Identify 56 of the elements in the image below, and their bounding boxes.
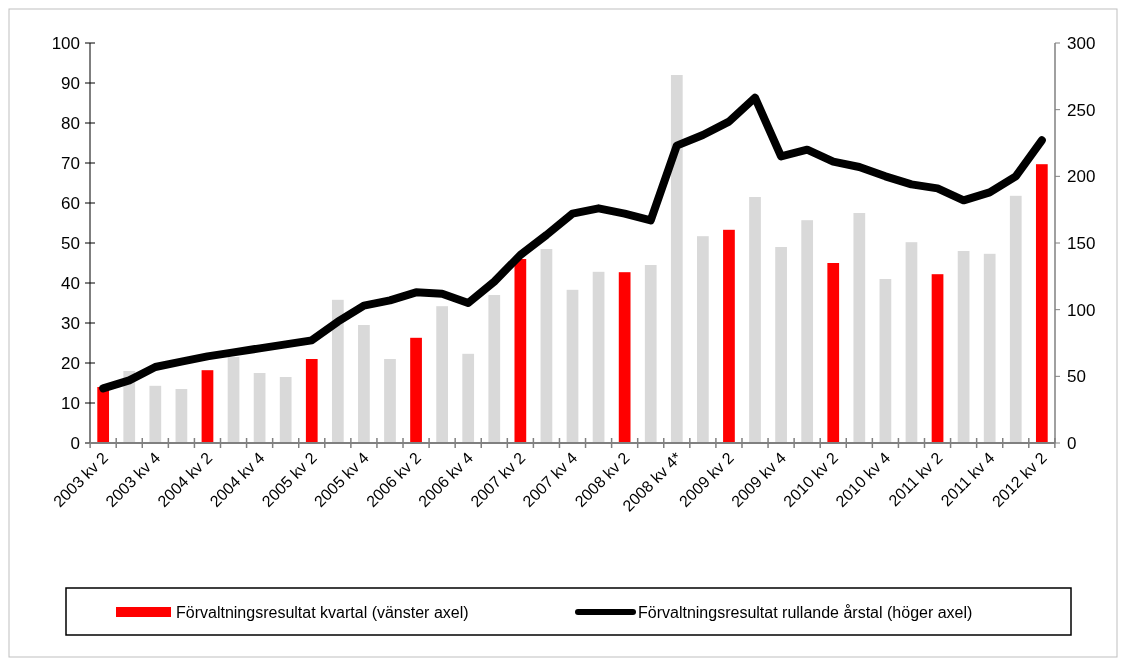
bar [410, 337, 422, 443]
bar [566, 289, 579, 443]
bar [227, 357, 240, 443]
y-tick-label: 90 [61, 73, 80, 93]
bar [462, 353, 475, 443]
bar [97, 387, 110, 443]
bar [488, 295, 501, 443]
bar [305, 359, 318, 443]
bar [540, 249, 553, 443]
y2-tick-label: 250 [1067, 100, 1096, 120]
y2-tick-label: 200 [1067, 167, 1096, 187]
bar [279, 377, 292, 443]
bar [723, 229, 735, 443]
bar [175, 389, 188, 443]
bar [253, 373, 266, 443]
bar [1009, 195, 1022, 443]
bar [514, 259, 527, 443]
bar [1035, 164, 1048, 443]
bar [592, 271, 605, 443]
y2-tick-label: 300 [1067, 33, 1096, 53]
y-tick-label: 0 [70, 433, 80, 453]
bar [749, 197, 761, 443]
y-tick-label: 10 [61, 393, 80, 413]
bar [801, 220, 814, 443]
y2-tick-label: 0 [1067, 433, 1077, 453]
bar [957, 251, 970, 443]
bar [618, 272, 631, 443]
bar [384, 359, 396, 443]
bar [931, 274, 944, 443]
legend-label: Förvaltningsresultat kvartal (vänster axel) [176, 603, 469, 621]
bar [331, 299, 344, 443]
bar [358, 325, 370, 443]
y-tick-label: 70 [61, 153, 80, 173]
y-tick-label: 50 [61, 233, 80, 253]
bar [775, 247, 787, 443]
bar [201, 370, 214, 443]
y2-tick-label: 100 [1067, 300, 1096, 320]
y-tick-label: 80 [61, 113, 80, 133]
bar [983, 253, 996, 443]
bar [149, 385, 162, 443]
bar [827, 263, 840, 443]
y-tick-label: 100 [51, 33, 80, 53]
y-tick-label: 30 [61, 313, 80, 333]
bar [853, 213, 866, 443]
bar [644, 265, 657, 443]
legend-label: Förvaltningsresultat rullande årstal (höger axel) [638, 603, 973, 621]
y-tick-label: 20 [61, 353, 80, 373]
bar [697, 236, 709, 443]
bar [879, 279, 892, 443]
bar [436, 306, 448, 443]
y-tick-label: 40 [61, 273, 80, 293]
y-tick-label: 60 [61, 193, 80, 213]
bar [670, 75, 683, 443]
bar [905, 242, 918, 443]
y2-tick-label: 150 [1067, 233, 1096, 253]
y2-tick-label: 50 [1067, 367, 1086, 387]
